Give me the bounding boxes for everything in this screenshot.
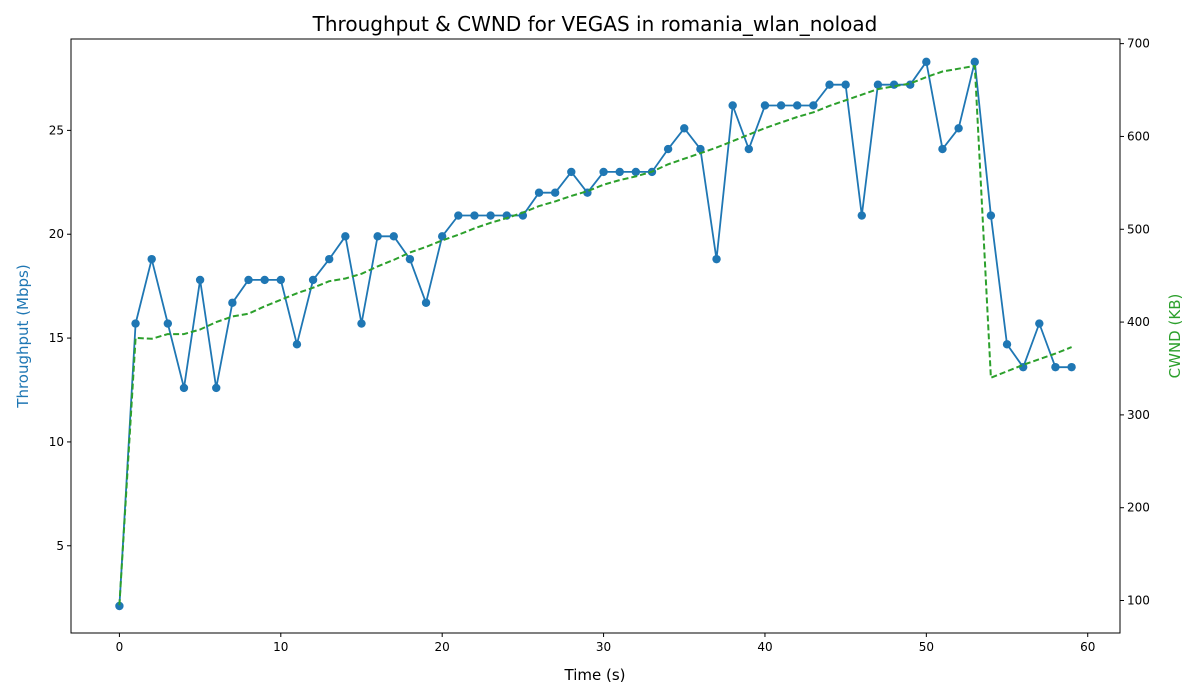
throughput-point — [244, 275, 253, 285]
x-tick-label: 50 — [919, 640, 934, 654]
right-y-tick-label: 200 — [1127, 501, 1150, 515]
throughput-point — [405, 254, 415, 264]
throughput-point — [680, 124, 689, 133]
x-tick-label: 20 — [435, 640, 450, 654]
throughput-point — [454, 211, 463, 220]
throughput-point — [776, 101, 786, 110]
throughput-line — [118, 60, 1072, 607]
right-y-tick-label: 600 — [1127, 129, 1150, 143]
series-layer — [115, 57, 1076, 611]
throughput-point — [696, 144, 705, 154]
throughput-point — [212, 383, 221, 393]
left-y-axis-title: Throughput (Mbps) — [14, 264, 32, 408]
throughput-point — [325, 254, 334, 264]
right-y-axis: 100 200 300 400 500 600 700 — [1120, 37, 1150, 608]
throughput-point — [663, 144, 673, 154]
right-y-tick-label: 100 — [1127, 594, 1150, 608]
throughput-point — [841, 80, 850, 89]
throughput-point — [825, 80, 834, 89]
throughput-point — [1051, 362, 1060, 372]
throughput-point — [163, 319, 173, 328]
throughput-point — [308, 275, 318, 285]
right-y-tick-label: 500 — [1127, 222, 1150, 236]
throughput-point — [728, 101, 737, 110]
throughput-point — [922, 57, 931, 67]
throughput-point — [292, 340, 302, 349]
right-y-axis-title: CWND (KB) — [1166, 294, 1184, 379]
throughput-point — [195, 275, 205, 285]
cwnd-line — [118, 64, 1072, 606]
throughput-point — [599, 167, 608, 177]
throughput-point — [954, 124, 963, 133]
throughput-point — [615, 167, 624, 177]
throughput-point — [421, 298, 431, 307]
throughput-point — [534, 188, 544, 197]
x-tick-label: 10 — [273, 640, 288, 654]
throughput-point — [1067, 362, 1076, 372]
throughput-point — [809, 101, 818, 110]
throughput-point — [373, 232, 382, 241]
throughput-point — [437, 232, 447, 241]
left-y-tick-label: 5 — [56, 539, 64, 553]
plot-area — [70, 38, 1121, 634]
x-tick-label: 30 — [596, 640, 611, 654]
left-y-tick-label: 20 — [49, 227, 64, 241]
x-axis-title: Time (s) — [564, 666, 626, 684]
left-y-tick-label: 15 — [49, 331, 64, 345]
x-tick-label: 60 — [1080, 640, 1095, 654]
throughput-point — [486, 211, 495, 220]
throughput-point — [550, 188, 560, 197]
throughput-point — [131, 319, 140, 328]
throughput-point — [938, 144, 947, 154]
right-y-tick-label: 400 — [1127, 315, 1150, 329]
throughput-point — [744, 144, 754, 154]
throughput-point — [1035, 319, 1044, 328]
throughput-point — [760, 101, 770, 110]
left-y-tick-label: 10 — [49, 435, 64, 449]
throughput-point — [1002, 340, 1012, 349]
throughput-point — [567, 167, 576, 177]
throughput-point — [115, 601, 124, 611]
x-tick-label: 40 — [757, 640, 772, 654]
throughput-point — [712, 254, 721, 264]
throughput-point — [631, 167, 641, 177]
throughput-point — [357, 319, 366, 328]
throughput-point — [147, 254, 156, 264]
throughput-point — [793, 101, 802, 110]
right-y-tick-label: 300 — [1127, 408, 1150, 422]
throughput-point — [389, 232, 398, 241]
throughput-point — [276, 275, 285, 285]
throughput-point — [970, 57, 979, 67]
throughput-point — [260, 275, 269, 285]
left-y-tick-label: 25 — [49, 123, 64, 137]
throughput-point — [470, 211, 479, 220]
throughput-point — [228, 298, 237, 307]
throughput-point — [179, 383, 189, 393]
throughput-point — [341, 232, 350, 241]
throughput-point — [986, 211, 996, 220]
x-tick-label: 0 — [116, 640, 124, 654]
chart-title: Throughput & CWND for VEGAS in romania_w… — [312, 12, 878, 36]
throughput-point — [873, 80, 883, 89]
throughput-point — [857, 211, 866, 220]
left-y-axis: 5 10 15 20 25 — [49, 123, 71, 553]
right-y-tick-label: 700 — [1127, 37, 1150, 51]
x-axis: 0 10 20 30 40 50 60 — [116, 633, 1095, 654]
